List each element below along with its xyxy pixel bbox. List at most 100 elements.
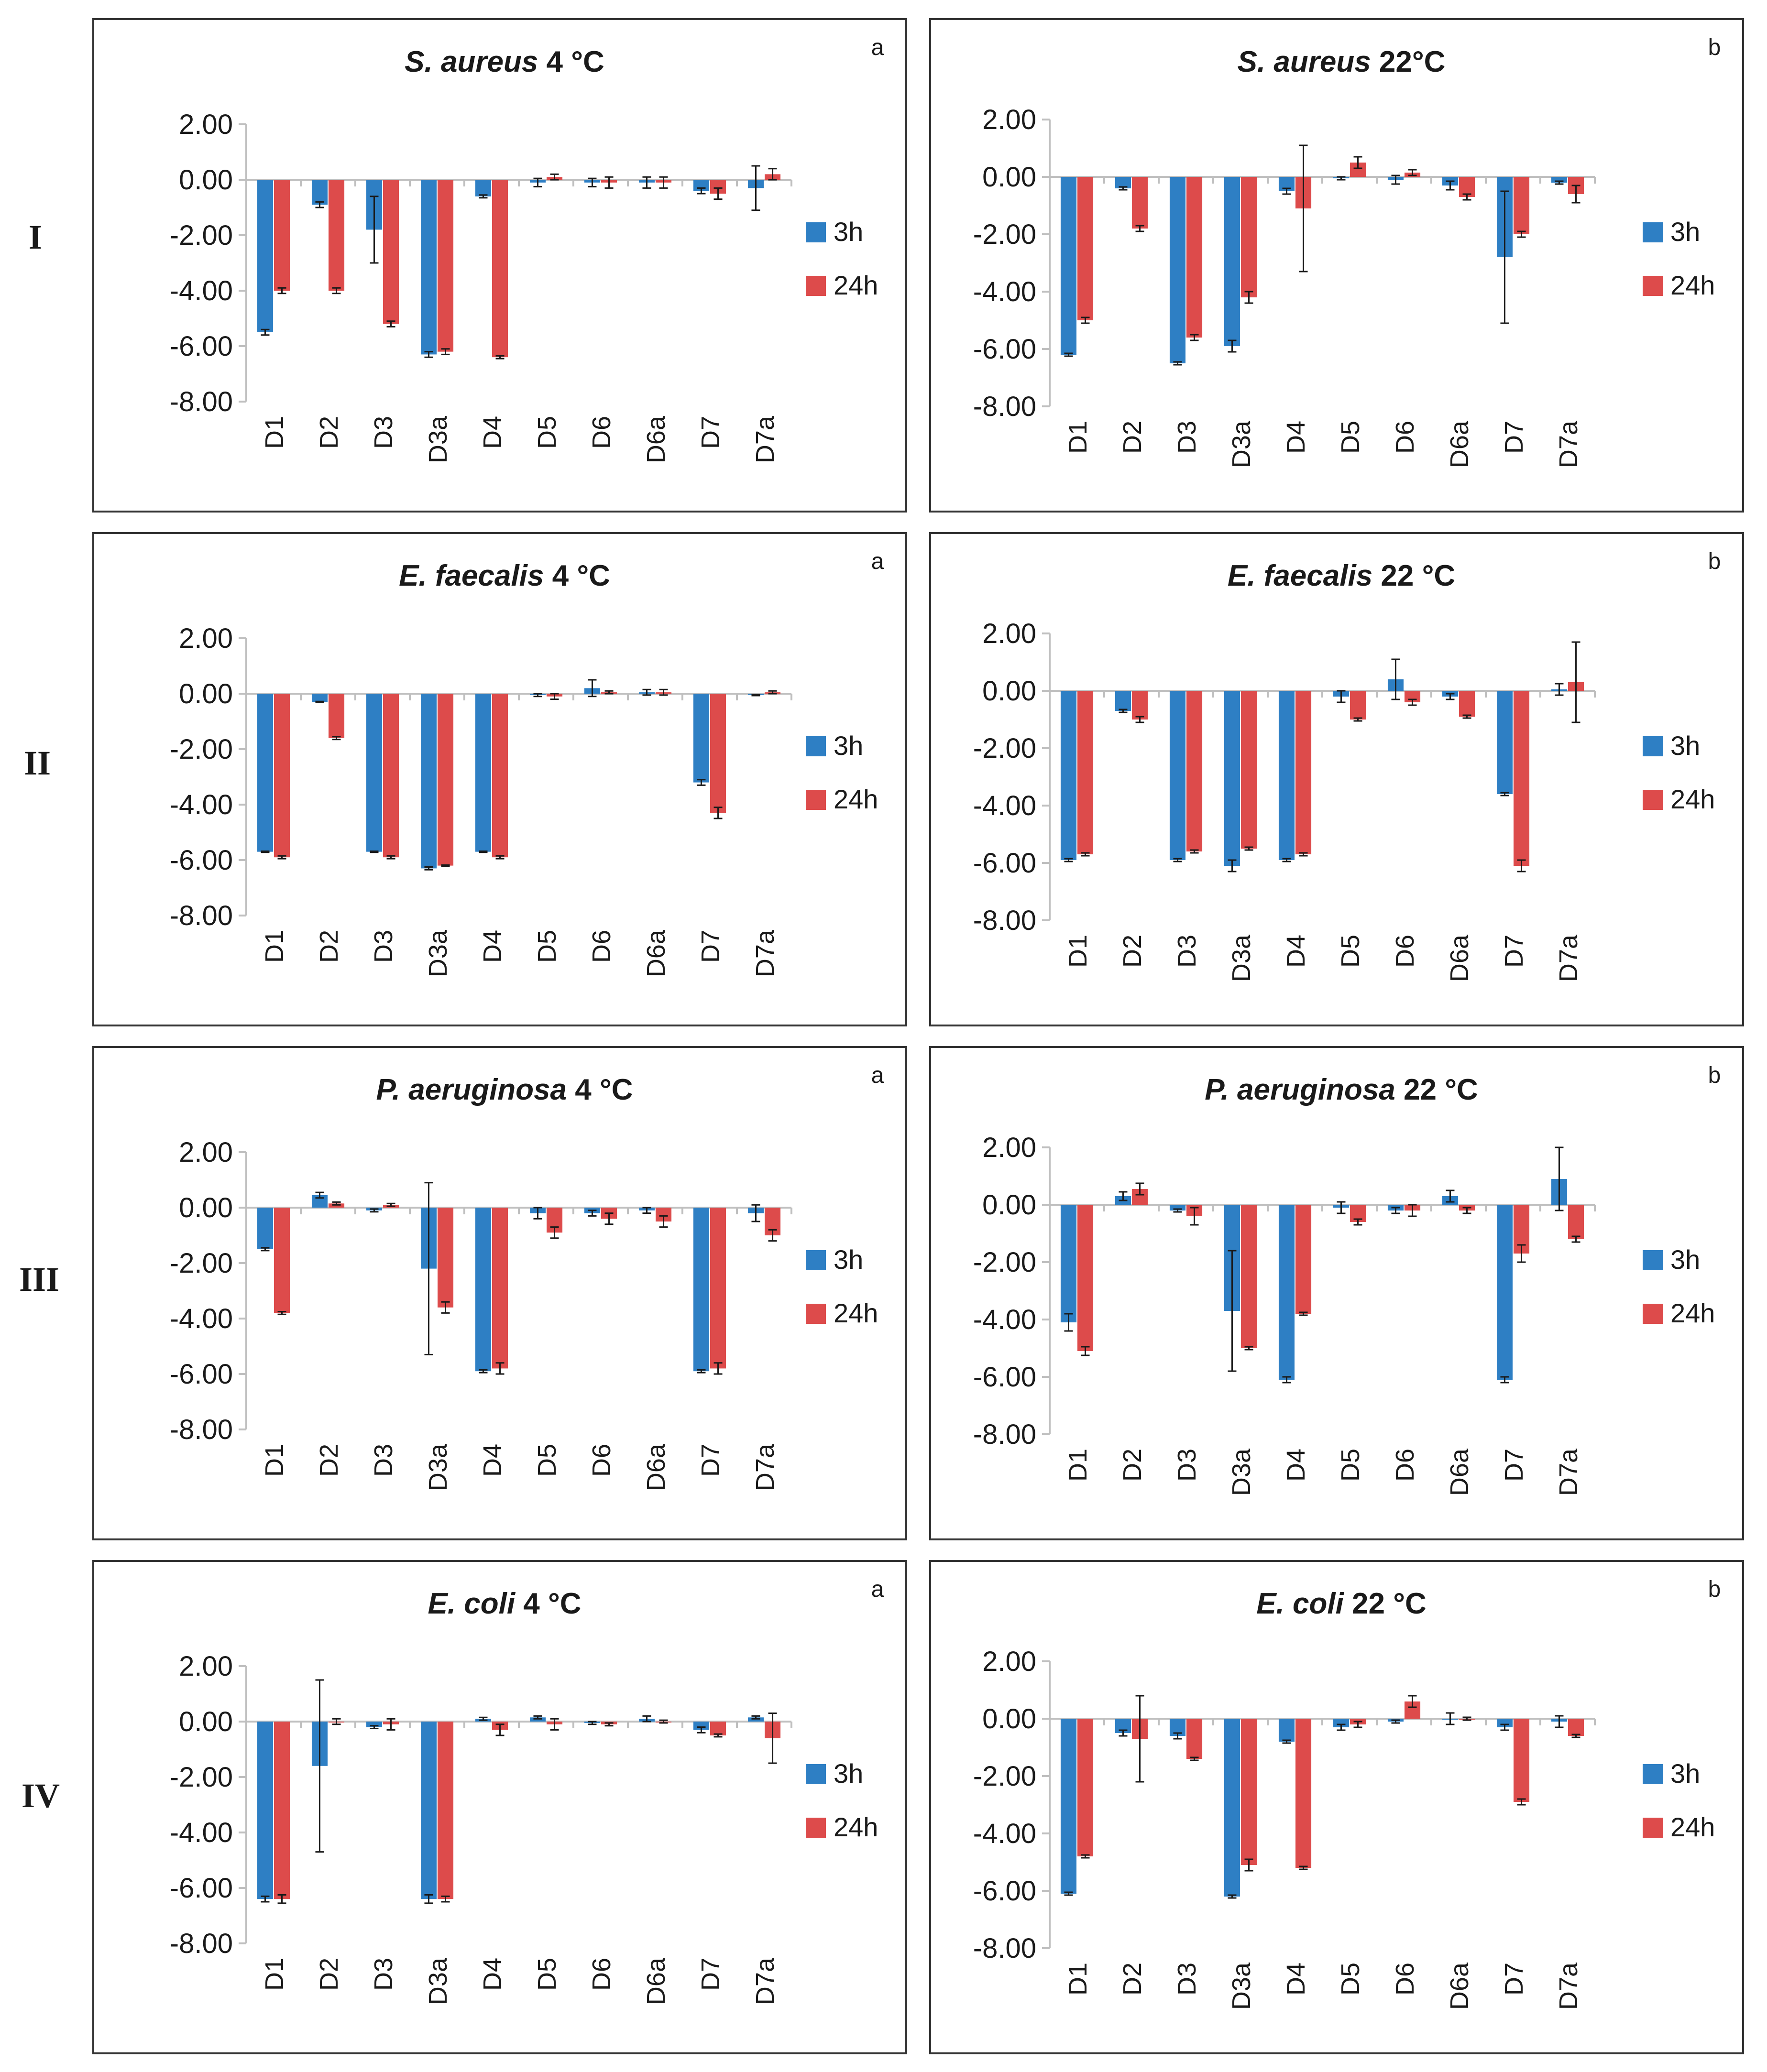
x-tick-label: D6a bbox=[1445, 1448, 1474, 1496]
x-tick-label: D5 bbox=[1336, 1963, 1365, 1996]
chart-title-space bbox=[1371, 45, 1379, 78]
bar-3h-D2 bbox=[311, 694, 328, 702]
x-tick-label: D6 bbox=[1391, 1963, 1419, 1996]
bar-24h-D4 bbox=[492, 694, 508, 858]
chart-title: E. faecalis 22 °C bbox=[1228, 559, 1455, 592]
y-tick-label: -6.00 bbox=[973, 848, 1036, 879]
row-label-3: III bbox=[19, 1260, 60, 1298]
bar-24h-D5 bbox=[1350, 691, 1366, 720]
bar-3h-D1 bbox=[257, 1722, 273, 1899]
bar-3h-D3a bbox=[1224, 1719, 1240, 1897]
chart-title-temp: 4 °C bbox=[552, 559, 610, 592]
chart-panel-4: E. faecalis 22 °C b 2.00 0.00 -2.00 -4.00 -6.0… bbox=[929, 532, 1744, 1026]
x-tick-label: D5 bbox=[533, 930, 561, 963]
x-tick-label: D7a bbox=[1554, 420, 1583, 468]
chart-panel-1: S. aureus 4 °C a 2.00 0.00 -2.00 -4.00 -6.00 -8… bbox=[92, 18, 907, 513]
y-tick-label: -8.00 bbox=[973, 905, 1036, 936]
chart-title-temp: 22 °C bbox=[1381, 559, 1455, 592]
x-tick-label: D1 bbox=[1064, 421, 1092, 454]
bar-24h-D2 bbox=[1132, 177, 1148, 229]
bar-24h-D7a bbox=[1568, 1205, 1584, 1239]
chart-title-space bbox=[538, 45, 546, 78]
chart-title: E. faecalis 4 °C bbox=[399, 559, 610, 592]
y-tick-label: -2.00 bbox=[170, 1762, 233, 1793]
chart-title-space bbox=[567, 1073, 575, 1106]
x-tick-label: D2 bbox=[1118, 1449, 1147, 1482]
x-tick-label: D7 bbox=[1500, 421, 1528, 454]
x-tick-label: D4 bbox=[478, 416, 507, 449]
chart-title-space bbox=[1372, 559, 1381, 592]
bar-24h-D2 bbox=[329, 180, 345, 291]
legend-label: 3h bbox=[834, 1244, 863, 1275]
y-tick-label: 2.00 bbox=[982, 104, 1036, 135]
y-tick-label: -4.00 bbox=[973, 276, 1036, 307]
x-tick-label: D6a bbox=[642, 415, 670, 463]
x-tick-label: D4 bbox=[1282, 1963, 1310, 1996]
chart-title-space bbox=[544, 559, 552, 592]
bar-3h-D1 bbox=[1060, 1205, 1076, 1322]
bar-3h-D3 bbox=[1169, 177, 1185, 363]
bar-24h-D3a bbox=[1241, 691, 1257, 849]
bar-24h-D7 bbox=[1514, 691, 1530, 866]
x-tick-label: D6a bbox=[642, 1957, 670, 2005]
y-tick-label: 2.00 bbox=[179, 109, 233, 140]
bar-24h-D1 bbox=[1077, 1719, 1094, 1856]
legend-label: 24h bbox=[834, 1298, 878, 1328]
y-tick-label: -6.00 bbox=[973, 1876, 1036, 1907]
x-tick-label: D7a bbox=[1554, 1962, 1583, 2010]
x-tick-label: D3 bbox=[369, 1958, 398, 1991]
chart-panel-2: S. aureus 22°C b 2.00 0.00 -2.00 -4.00 -6.00 -8… bbox=[929, 18, 1744, 513]
bar-3h-D1 bbox=[257, 180, 273, 332]
x-tick-label: D7a bbox=[751, 415, 779, 463]
x-tick-label: D3a bbox=[424, 415, 452, 463]
legend-label: 24h bbox=[1670, 1812, 1715, 1842]
bar-3h-D7 bbox=[693, 694, 709, 783]
x-tick-label: D6a bbox=[1445, 1962, 1474, 2010]
x-tick-label: D1 bbox=[1064, 1449, 1092, 1482]
bar-24h-D3a bbox=[438, 180, 454, 352]
bar-24h-D1 bbox=[1077, 1205, 1094, 1351]
legend-label: 24h bbox=[1670, 1298, 1715, 1328]
y-tick-label: -2.00 bbox=[170, 1248, 233, 1279]
x-tick-label: D2 bbox=[315, 416, 343, 449]
bar-24h-D4 bbox=[1295, 691, 1312, 854]
y-tick-label: -6.00 bbox=[170, 331, 233, 362]
x-tick-label: D6 bbox=[587, 1444, 616, 1477]
x-tick-label: D1 bbox=[1064, 935, 1092, 968]
y-tick-label: -4.00 bbox=[170, 789, 233, 820]
y-tick-label: -2.00 bbox=[170, 220, 233, 251]
bar-3h-D4 bbox=[475, 694, 491, 852]
bar-24h-D4 bbox=[1295, 1205, 1312, 1314]
bar-3h-D4 bbox=[1278, 691, 1295, 860]
row-label-1: I bbox=[29, 218, 43, 256]
chart-title: E. coli 22 °C bbox=[1256, 1587, 1427, 1620]
x-tick-label: D4 bbox=[478, 930, 507, 963]
x-tick-label: D4 bbox=[478, 1444, 507, 1477]
bar-3h-D1 bbox=[1060, 1719, 1076, 1894]
bar-3h-D1 bbox=[1060, 177, 1076, 355]
y-tick-label: -4.00 bbox=[973, 1818, 1036, 1849]
bar-24h-D3a bbox=[1241, 177, 1257, 297]
x-tick-label: D6 bbox=[1391, 1449, 1419, 1482]
bar-24h-D1 bbox=[274, 1722, 290, 1899]
chart-title-species: P. aeruginosa bbox=[376, 1073, 567, 1106]
panel-letter: b bbox=[1708, 549, 1721, 574]
y-tick-label: 2.00 bbox=[179, 1651, 233, 1682]
x-tick-label: D1 bbox=[1064, 1963, 1092, 1996]
x-tick-label: D3a bbox=[1227, 934, 1256, 982]
x-tick-label: D3 bbox=[369, 416, 398, 449]
y-tick-label: 0.00 bbox=[982, 676, 1036, 707]
legend-label: 3h bbox=[1670, 1244, 1700, 1275]
y-tick-label: -8.00 bbox=[973, 1933, 1036, 1964]
bar-24h-D3 bbox=[383, 180, 399, 324]
bar-3h-D7 bbox=[1496, 691, 1513, 794]
legend-label: 24h bbox=[1670, 784, 1715, 814]
bar-24h-D3a bbox=[438, 1208, 454, 1308]
bar-24h-D7 bbox=[710, 1722, 726, 1735]
legend-swatch-24h bbox=[1643, 1818, 1663, 1838]
chart-title-temp: 4 °C bbox=[523, 1587, 581, 1620]
bar-24h-D1 bbox=[1077, 177, 1094, 320]
bar-24h-D3 bbox=[383, 694, 399, 858]
x-tick-label: D7a bbox=[751, 1443, 779, 1491]
